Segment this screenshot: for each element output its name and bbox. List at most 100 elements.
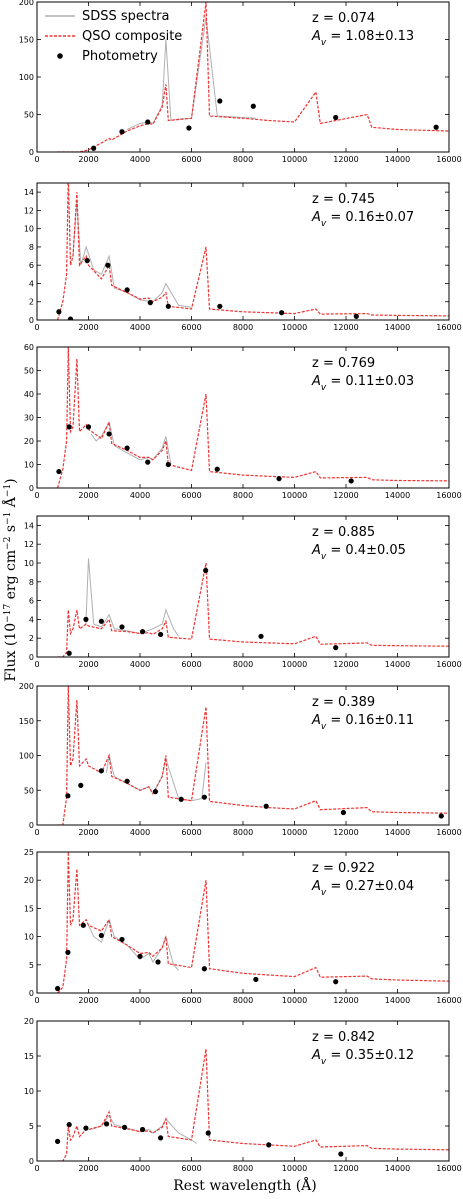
x-tick-label: 2000 <box>78 323 98 332</box>
y-tick-label: 6 <box>29 261 34 270</box>
spectrum-line <box>57 183 449 320</box>
x-tick-label: 6000 <box>181 491 201 500</box>
x-tick-label: 2000 <box>78 828 98 837</box>
y-tick-label: 25 <box>24 848 34 857</box>
photometry-point <box>333 114 339 121</box>
photometry-point <box>98 618 104 624</box>
y-tick-label: 0 <box>29 653 34 662</box>
photometry-point <box>55 1138 61 1144</box>
x-tick-label: 8000 <box>233 660 253 669</box>
photometry-point <box>333 979 339 985</box>
av-value: = 0.4±0.05 <box>326 543 406 558</box>
x-tick-label: 14000 <box>385 323 410 332</box>
photometry-point <box>145 459 151 465</box>
photometry-point <box>333 645 339 651</box>
y-tick-label: 6 <box>29 597 34 606</box>
legend-label: QSO composite <box>82 29 182 44</box>
y-tick-label: 15 <box>24 1052 34 1061</box>
spectrum-line <box>57 2 449 152</box>
x-tick-label: 2000 <box>78 1164 98 1173</box>
x-tick-label: 14000 <box>385 828 410 837</box>
x-tick-label: 8000 <box>233 828 253 837</box>
photometry-point <box>250 103 256 109</box>
x-tick-label: 0 <box>34 323 39 332</box>
photometry-point <box>119 129 125 135</box>
y-tick-label: 100 <box>19 752 34 761</box>
photometry-point <box>80 922 86 928</box>
y-tick-label: 10 <box>24 1087 34 1096</box>
photometry-point <box>340 809 347 816</box>
x-tick-label: 4000 <box>130 996 150 1005</box>
photometry-point <box>145 119 151 125</box>
photometry-point <box>201 966 207 972</box>
x-tick-label: 16000 <box>436 996 461 1005</box>
panel: 0 2000 4000 6000 8000 10000 12000 14000 16000 0 10… <box>24 343 462 500</box>
x-tick-label: 0 <box>34 155 39 164</box>
photometry-point <box>353 313 359 319</box>
redshift-label: z = 0.074 <box>312 11 375 26</box>
x-tick-label: 14000 <box>385 491 410 500</box>
av-value: = 0.11±0.03 <box>326 374 414 389</box>
x-tick-label: 8000 <box>233 1164 253 1173</box>
x-tick-label: 8000 <box>233 491 253 500</box>
photometry-point <box>121 1124 128 1130</box>
axes-frame <box>36 685 450 826</box>
y-tick-label: 10 <box>24 225 34 234</box>
x-tick-label: 2000 <box>78 996 98 1005</box>
av-subscript: v <box>321 1057 327 1067</box>
y-tick-label: 5 <box>29 1122 34 1131</box>
photometry-point <box>98 932 104 939</box>
axes-frame <box>36 346 450 489</box>
photometry-point <box>266 1142 272 1148</box>
av-subscript: v <box>321 38 327 48</box>
y-tick-label: 150 <box>19 717 34 726</box>
x-tick-label: 10000 <box>282 1164 307 1173</box>
plot-area <box>55 1048 449 1161</box>
photometry-point <box>66 650 72 656</box>
redshift-label: z = 0.745 <box>312 192 375 207</box>
av-symbol: A <box>311 1048 321 1063</box>
extinction-label: Av = 0.27±0.04 <box>311 879 414 898</box>
extinction-label: Av = 0.11±0.03 <box>311 374 414 393</box>
x-tick-label: 2000 <box>78 155 98 164</box>
x-tick-label: 4000 <box>130 1164 150 1173</box>
x-tick-label: 8000 <box>233 155 253 164</box>
x-tick-label: 12000 <box>333 996 358 1005</box>
x-axis-label: Rest wavelength (Å) <box>173 1176 316 1194</box>
plot-area <box>56 347 449 488</box>
photometry-point <box>217 98 223 104</box>
photometry-point <box>78 782 84 788</box>
y-label-part: ) <box>3 478 19 483</box>
x-tick-label: 12000 <box>333 155 358 164</box>
plot-area <box>56 183 449 320</box>
x-tick-label: 8000 <box>233 996 253 1005</box>
redshift-label: z = 0.922 <box>312 861 375 876</box>
av-symbol: A <box>311 374 321 389</box>
x-tick-label: 6000 <box>181 996 201 1005</box>
photometry-point <box>85 424 92 430</box>
photometry-point <box>258 633 264 639</box>
photometry-point <box>217 303 223 309</box>
y-tick-label: 15 <box>24 904 34 913</box>
extinction-label: Av = 0.16±0.07 <box>311 210 414 229</box>
extinction-label: Av = 0.16±0.11 <box>311 713 414 732</box>
av-value: = 0.27±0.04 <box>326 879 414 894</box>
y-tick-label: 0 <box>29 989 34 998</box>
y-tick-label: 2 <box>29 298 34 307</box>
photometry-point <box>139 629 146 635</box>
photometry-point <box>165 303 171 309</box>
av-subscript: v <box>321 219 327 229</box>
y-label-part: Flux (10 <box>3 623 19 682</box>
photometry-point <box>124 445 130 451</box>
x-tick-label: 0 <box>34 1164 39 1173</box>
y-label-part: s <box>3 525 19 537</box>
panel: 0 2000 4000 6000 8000 10000 12000 14000 16000 0 50… <box>19 0 462 164</box>
y-tick-label: 0 <box>29 1157 34 1166</box>
y-tick-label: 14 <box>24 188 34 197</box>
x-tick-label: 4000 <box>130 155 150 164</box>
panel: 0 2000 4000 6000 8000 10000 12000 14000 16000 0 2 4… <box>24 515 462 669</box>
photometry-point <box>119 624 125 630</box>
panel: 0 2000 4000 6000 8000 10000 12000 14000 16000 0 50… <box>19 682 462 837</box>
y-label-part: Å <box>1 496 19 511</box>
